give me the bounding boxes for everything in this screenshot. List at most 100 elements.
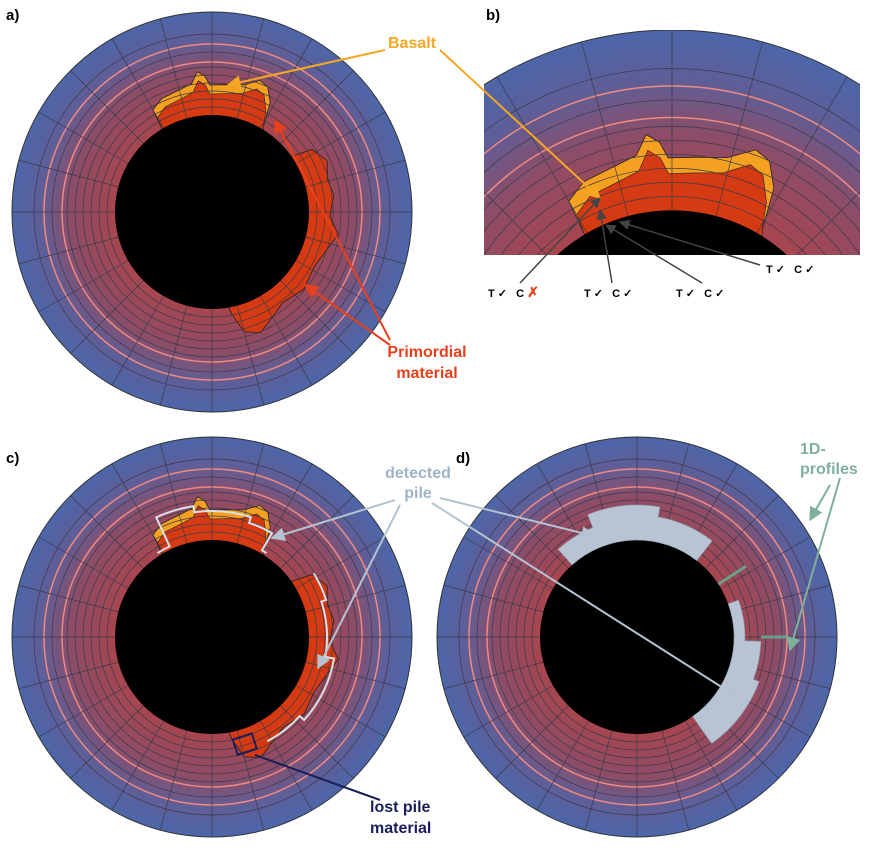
grid-spoke	[236, 443, 265, 544]
grid-spoke	[715, 41, 763, 217]
detected-pile	[557, 504, 713, 566]
t: T	[676, 288, 683, 300]
grid-spoke	[463, 685, 554, 738]
grid-spoke	[38, 111, 129, 164]
arrow	[439, 49, 602, 199]
arrow	[303, 284, 391, 346]
grid-spoke	[495, 705, 569, 779]
criterion: T ✓ C ✗	[488, 284, 539, 300]
arrow	[270, 499, 396, 541]
outline	[436, 436, 838, 838]
grid-spoke	[305, 236, 406, 265]
grid-spoke	[159, 443, 188, 544]
lost-box	[231, 732, 258, 757]
criterion: T ✓ C ✓	[584, 288, 632, 300]
outline	[11, 436, 413, 838]
grid-spoke	[463, 536, 554, 589]
panel-label: b)	[486, 7, 500, 24]
c: C	[704, 288, 712, 300]
profile-line	[717, 564, 747, 586]
detected-outline	[266, 572, 336, 743]
grid-spoke	[484, 191, 548, 255]
panel-c	[11, 436, 413, 838]
grid-spoke	[685, 720, 738, 811]
arrow	[439, 497, 596, 540]
t: T	[766, 264, 773, 276]
grid-spoke	[18, 159, 119, 188]
c-result: ✗	[527, 284, 539, 300]
grid-spoke	[236, 730, 265, 831]
grid-spoke	[295, 536, 386, 589]
c: C	[612, 288, 620, 300]
lost-pile-label: material	[370, 820, 431, 837]
grid-spoke	[305, 159, 406, 188]
criterion: T ✓ C ✓	[676, 288, 724, 300]
panel-a	[11, 11, 413, 413]
panel-label: c)	[6, 450, 19, 467]
grid-spoke	[38, 260, 129, 313]
t: T	[488, 288, 495, 300]
grid-spoke	[496, 76, 588, 234]
arrow	[317, 504, 401, 670]
detected-pile-label: detected	[385, 465, 451, 482]
grid-spoke	[111, 38, 164, 129]
lost-pile-label: lost pile	[370, 799, 431, 816]
arrow	[809, 484, 831, 522]
arrow	[254, 754, 381, 801]
arrow	[431, 502, 744, 701]
grid-spoke	[111, 720, 164, 811]
grid-spoke	[280, 705, 354, 779]
profiles-label: 1D-	[800, 441, 826, 458]
annotations: a) b) c) d) Basalt Primordial material d…	[6, 7, 858, 837]
grid-spoke	[705, 495, 779, 569]
t: T	[584, 288, 591, 300]
grid-spoke	[159, 18, 188, 119]
grid-spoke	[536, 720, 589, 811]
grid-spoke	[581, 41, 629, 217]
arrow	[618, 219, 761, 266]
grid-spoke	[260, 38, 313, 129]
t-result: ✓	[686, 288, 695, 300]
profiles-label: profiles	[800, 461, 858, 478]
grid-spoke	[836, 289, 875, 336]
grid-spoke	[111, 295, 164, 386]
primordial-label: material	[396, 365, 457, 382]
grid-spoke	[70, 705, 144, 779]
grid-spoke	[819, 465, 875, 555]
core	[540, 540, 734, 734]
c-result: ✓	[715, 288, 724, 300]
panel-b	[484, 30, 875, 555]
grid-spoke	[280, 495, 354, 569]
arrow	[605, 224, 703, 284]
grid-spoke	[70, 70, 144, 144]
grid-spoke	[18, 236, 119, 265]
grid-spoke	[280, 70, 354, 144]
grid-spoke	[70, 495, 144, 569]
criterion: T ✓ C ✓	[766, 264, 814, 276]
grid-spoke	[720, 536, 811, 589]
panel-label: d)	[456, 450, 470, 467]
grid-spoke	[38, 685, 129, 738]
core	[115, 115, 309, 309]
grid-spoke	[730, 584, 831, 613]
grid-spoke	[70, 280, 144, 354]
c: C	[516, 288, 524, 300]
grid-spoke	[236, 305, 265, 406]
c: C	[794, 264, 802, 276]
core	[115, 540, 309, 734]
panel-label: a)	[6, 7, 19, 24]
grid-spoke	[796, 191, 860, 255]
grid-spoke	[18, 661, 119, 690]
core	[557, 210, 787, 255]
grid-spoke	[756, 76, 848, 234]
grid-spoke	[661, 730, 690, 831]
grid-spoke	[443, 661, 544, 690]
panel-d	[436, 436, 838, 838]
outline	[11, 11, 413, 413]
grid-spoke	[443, 584, 544, 613]
detected-pile-label: pile	[404, 485, 432, 502]
t-result: ✓	[776, 264, 785, 276]
grid-spoke	[295, 685, 386, 738]
detected-pile	[692, 599, 762, 744]
